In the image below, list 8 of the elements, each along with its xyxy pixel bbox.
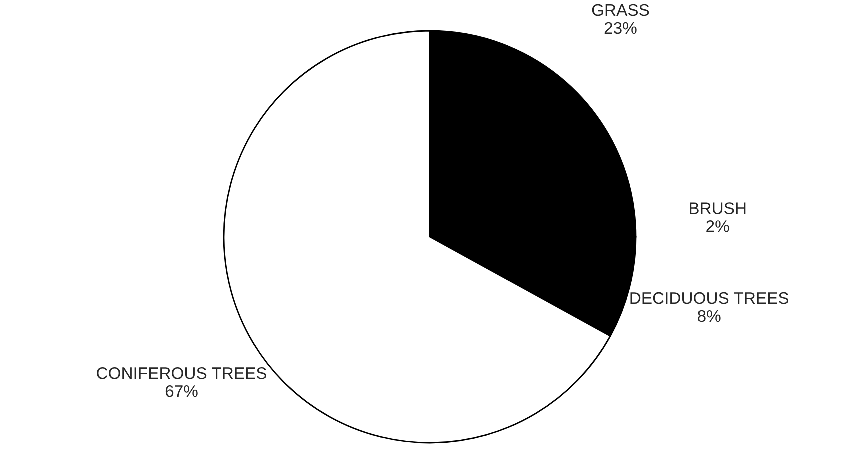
data-label: 8% bbox=[698, 310, 721, 322]
data-label: 67% bbox=[166, 385, 198, 398]
data-label: 2% bbox=[706, 220, 730, 232]
slice-label: GRASS bbox=[592, 4, 650, 16]
slice-label: DECIDUOUS TREES bbox=[630, 292, 789, 304]
data-label: 23% bbox=[604, 22, 637, 34]
slice-label: CONIFEROUS TREES bbox=[97, 368, 267, 380]
slice-label: BRUSH bbox=[690, 202, 746, 214]
